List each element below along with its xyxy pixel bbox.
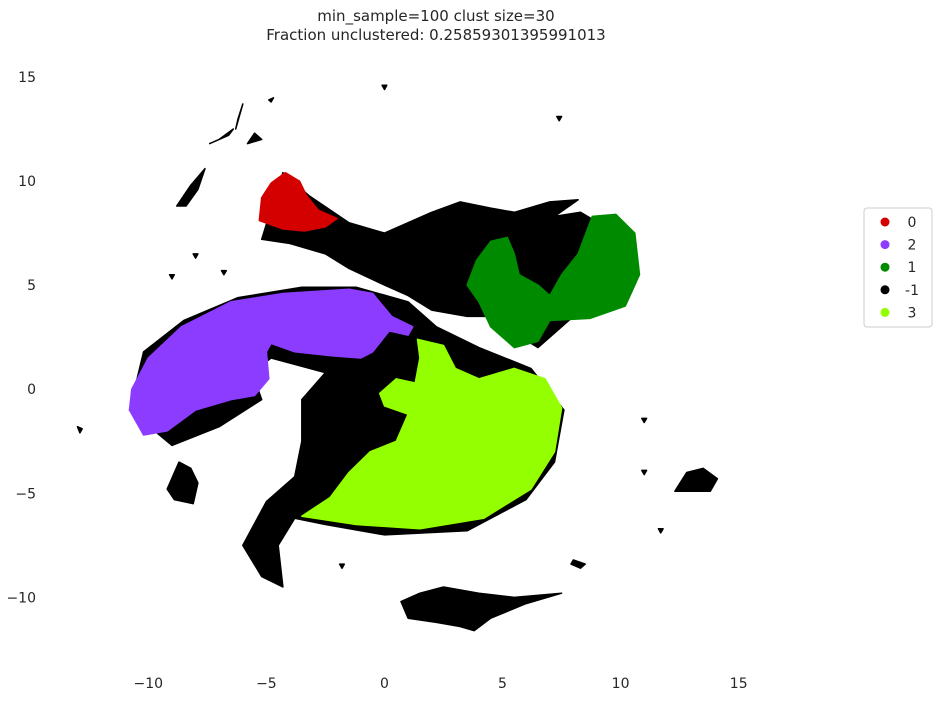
cluster-region--1-12 [170, 275, 175, 279]
cluster-region--1-4 [675, 468, 718, 491]
legend-label: -1 [905, 283, 919, 299]
cluster-region--1-16 [557, 117, 562, 121]
cluster-region--1-8 [236, 104, 243, 129]
cluster-region--1-7 [210, 129, 234, 144]
y-tick-label: 0 [27, 382, 36, 398]
legend-marker [881, 308, 890, 317]
legend: 0 2 1 -1 3 [864, 208, 932, 327]
plot-area [78, 85, 718, 630]
legend-marker [881, 263, 890, 272]
x-tick-label: 0 [380, 676, 389, 692]
x-axis-ticks: −10 −5 0 5 10 15 [134, 676, 748, 692]
legend-label: 3 [908, 305, 917, 321]
y-tick-label: 10 [18, 174, 36, 190]
cluster-region--1-3 [167, 462, 198, 504]
x-tick-label: 5 [498, 676, 507, 692]
x-tick-label: 10 [612, 676, 630, 692]
x-tick-label: −10 [134, 676, 164, 692]
cluster-region-0-0 [259, 173, 337, 231]
cluster-region--1-9 [248, 133, 262, 143]
legend-marker [881, 285, 890, 294]
cluster-region--1-10 [269, 98, 274, 102]
legend-label: 0 [908, 215, 917, 231]
cluster-region--1-6 [177, 169, 205, 206]
cluster-region--1-21 [340, 564, 345, 568]
series-0 [259, 173, 337, 231]
cluster-region--1-13 [222, 271, 227, 275]
y-tick-label: −5 [15, 486, 36, 502]
legend-marker [881, 240, 890, 249]
cluster-region--1-14 [193, 254, 198, 258]
cluster-region--1-18 [642, 470, 647, 474]
x-tick-label: −5 [256, 676, 277, 692]
cluster-region--1-20 [571, 560, 585, 568]
legend-label: 2 [908, 238, 917, 254]
chart-title-line-1: min_sample=100 clust size=30 [317, 7, 554, 26]
legend-box [864, 208, 932, 327]
y-tick-label: −10 [6, 590, 36, 606]
cluster-region--1-17 [642, 418, 647, 422]
x-tick-label: 15 [730, 676, 748, 692]
cluster-region--1-19 [658, 529, 663, 533]
legend-label: 1 [908, 260, 917, 276]
y-axis-ticks: −10 −5 0 5 10 15 [6, 70, 36, 606]
cluster-region--1-15 [382, 85, 387, 89]
chart-title-line-2: Fraction unclustered: 0.2585930139599101… [266, 26, 605, 44]
y-tick-label: 15 [18, 70, 36, 86]
legend-marker [881, 218, 890, 227]
cluster-region--1-5 [401, 587, 562, 631]
y-tick-label: 5 [27, 278, 36, 294]
cluster-region--1-11 [78, 427, 83, 433]
